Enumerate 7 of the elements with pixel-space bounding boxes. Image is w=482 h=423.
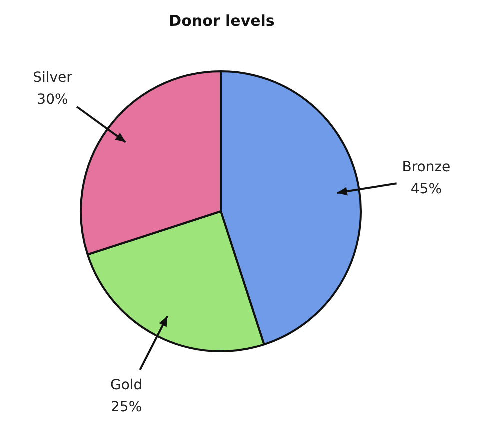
data-label: 30%	[37, 92, 68, 108]
slice-label: Bronze	[402, 160, 451, 176]
data-label: 25%	[111, 399, 142, 416]
slice-label: Gold	[110, 377, 143, 394]
chart-title: Donor levels	[169, 12, 275, 30]
data-label: 45%	[410, 182, 442, 198]
slice-label: Silver	[33, 70, 73, 86]
